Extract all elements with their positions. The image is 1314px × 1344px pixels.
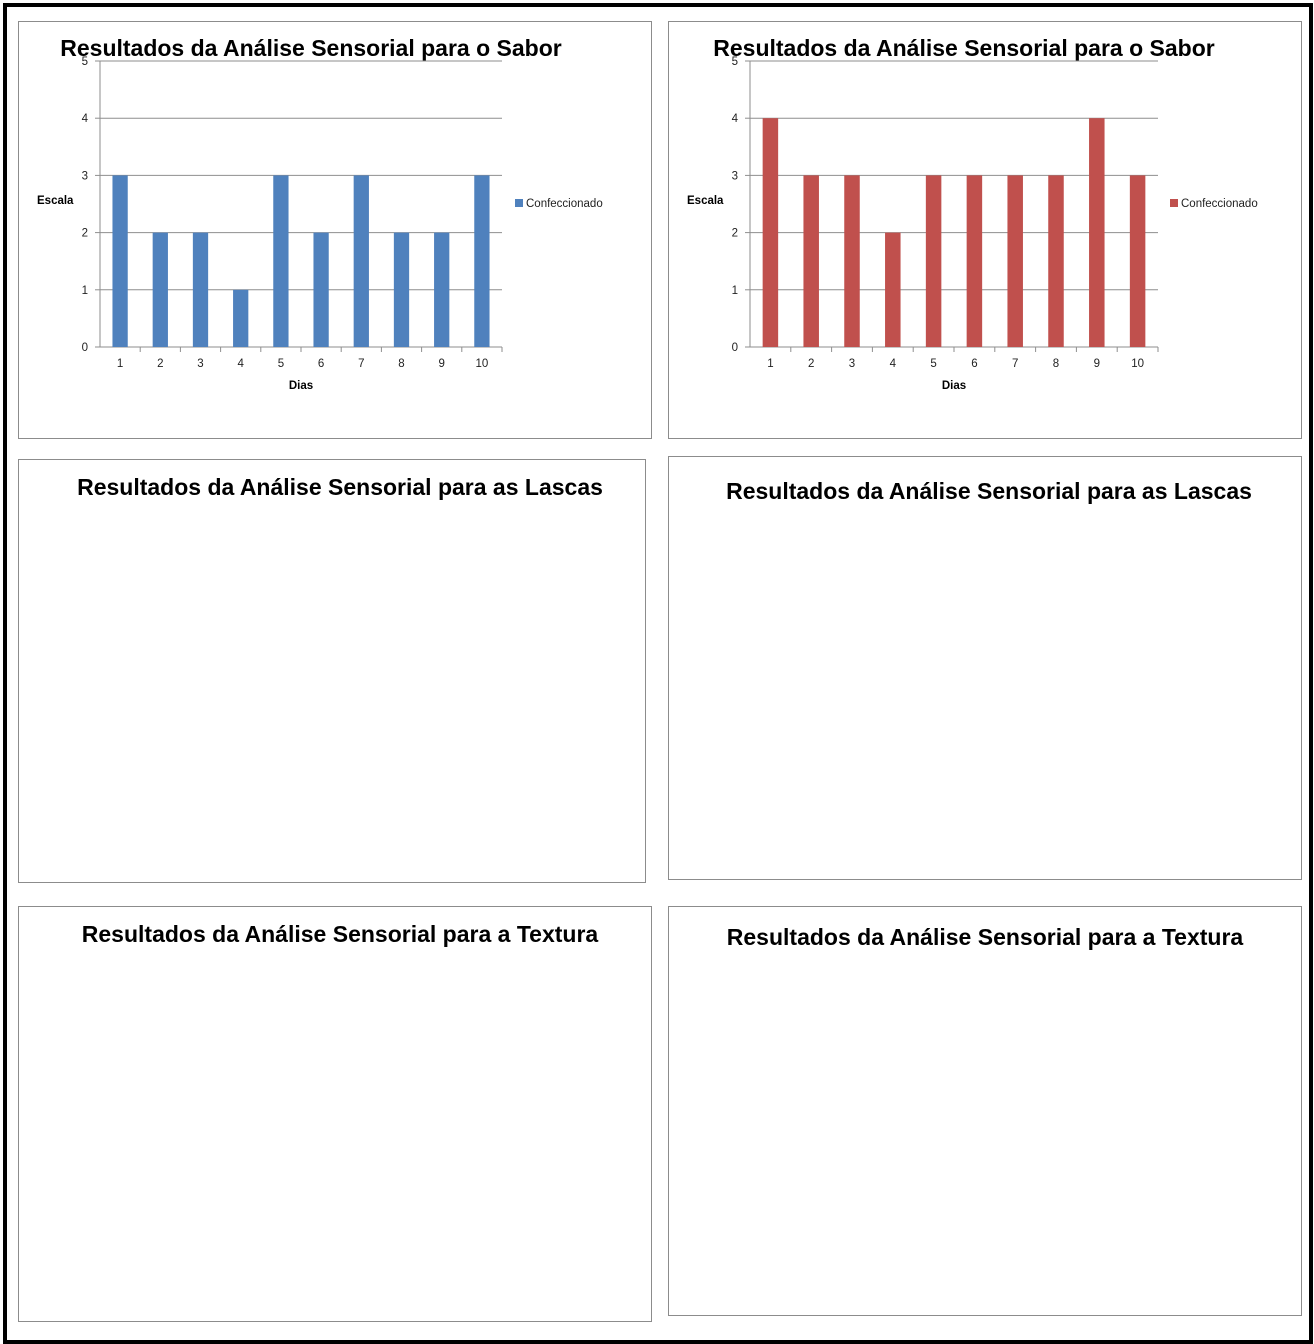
chart-svg: Resultados da Análise Sensorial para a T… (82, 921, 599, 947)
y-tick-label: 0 (732, 342, 738, 354)
y-tick-label: 5 (732, 56, 738, 68)
bar (885, 232, 901, 347)
bar (273, 175, 289, 347)
x-tick-label: 8 (1053, 358, 1059, 370)
x-tick-label: 10 (1131, 358, 1144, 370)
y-tick-label: 0 (82, 342, 88, 354)
x-tick-label: 4 (237, 358, 244, 370)
bar (393, 232, 410, 347)
chart-svg: Resultados da Análise Sensorial para as … (726, 478, 1252, 504)
chart-title: Resultados da Análise Sensorial para as … (77, 474, 603, 500)
chart-panel-sabor-blue: Resultados da Análise Sensorial para o S… (18, 21, 652, 439)
chart-panel-lascas-red: Resultados da Análise Sensorial para as … (668, 456, 1302, 880)
x-tick-label: 1 (117, 358, 123, 370)
legend-label: Confeccionado (1181, 198, 1258, 210)
x-tick-label: 9 (438, 358, 444, 370)
bar (434, 232, 450, 347)
y-tick-label: 2 (732, 228, 738, 240)
bar (112, 175, 128, 347)
bar (925, 175, 942, 347)
y-tick-label: 5 (82, 56, 88, 68)
y-tick-label: 1 (82, 285, 88, 297)
chart-panel-textura-red: Resultados da Análise Sensorial para a T… (668, 906, 1302, 1316)
legend-swatch (515, 199, 523, 207)
bar (1048, 175, 1064, 347)
chart-title: Resultados da Análise Sensorial para o S… (713, 35, 1215, 61)
x-tick-label: 10 (476, 358, 489, 370)
x-tick-label: 3 (849, 358, 855, 370)
x-axis-label: Dias (289, 380, 313, 392)
y-tick-label: 4 (82, 113, 89, 125)
bar (803, 175, 819, 347)
x-tick-label: 2 (808, 358, 814, 370)
x-axis-label: Dias (942, 380, 966, 392)
x-tick-label: 7 (1012, 358, 1018, 370)
x-tick-label: 7 (358, 358, 364, 370)
bar (313, 232, 329, 347)
y-tick-label: 2 (82, 228, 88, 240)
x-tick-label: 6 (971, 358, 977, 370)
bar (966, 175, 983, 347)
chart-title: Resultados da Análise Sensorial para a T… (82, 921, 599, 947)
x-tick-label: 9 (1094, 358, 1100, 370)
y-axis-label: Escala (687, 195, 724, 207)
bar (1129, 175, 1146, 347)
x-tick-label: 5 (930, 358, 936, 370)
y-tick-label: 4 (732, 113, 739, 125)
legend-label: Confeccionado (526, 198, 603, 210)
x-tick-label: 8 (398, 358, 404, 370)
bar (762, 118, 779, 347)
bar (353, 175, 369, 347)
bar (1089, 118, 1105, 347)
chart-panel-lascas-blue: Resultados da Análise Sensorial para as … (18, 459, 646, 883)
y-axis-label: Escala (37, 195, 74, 207)
bar (233, 289, 249, 347)
chart-title: Resultados da Análise Sensorial para as … (726, 478, 1252, 504)
bar (1007, 175, 1023, 347)
bar (474, 175, 490, 347)
x-tick-label: 6 (318, 358, 324, 370)
x-tick-label: 2 (157, 358, 163, 370)
y-tick-label: 1 (732, 285, 738, 297)
chart-svg: Resultados da Análise Sensorial para a T… (727, 924, 1244, 950)
y-tick-label: 3 (732, 170, 738, 182)
bar (844, 175, 860, 347)
chart-title: Resultados da Análise Sensorial para o S… (60, 35, 562, 61)
chart-svg: Resultados da Análise Sensorial para o S… (37, 35, 603, 392)
chart-title: Resultados da Análise Sensorial para a T… (727, 924, 1244, 950)
chart-svg: Resultados da Análise Sensorial para as … (77, 474, 603, 500)
bar (192, 232, 209, 347)
x-tick-label: 3 (197, 358, 203, 370)
y-tick-label: 3 (82, 170, 88, 182)
x-tick-label: 4 (890, 358, 897, 370)
x-tick-label: 1 (767, 358, 773, 370)
chart-panel-sabor-red: Resultados da Análise Sensorial para o S… (668, 21, 1302, 439)
bar (152, 232, 168, 347)
chart-svg: Resultados da Análise Sensorial para o S… (687, 35, 1258, 392)
chart-panel-textura-blue: Resultados da Análise Sensorial para a T… (18, 906, 652, 1322)
legend-swatch (1170, 199, 1178, 207)
x-tick-label: 5 (278, 358, 284, 370)
